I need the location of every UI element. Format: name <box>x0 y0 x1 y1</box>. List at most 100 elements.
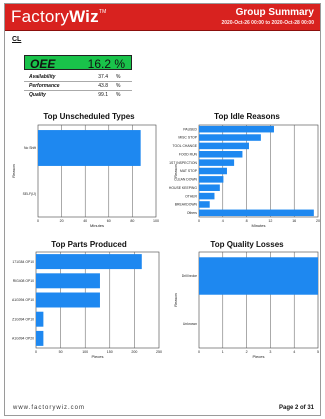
category-label: OTHER <box>185 194 197 198</box>
x-tick-label: 8 <box>246 219 248 223</box>
metric-value: 99.1 <box>98 92 108 98</box>
bar <box>38 130 141 166</box>
x-axis-label: Pieces <box>91 354 103 359</box>
oee-summary: OEE 16.2 % <box>24 55 132 71</box>
chart-unscheduled-types: 0 20 40 60 80 100 No Shift SELF(IJ) Minutes Reaso… <box>11 124 159 228</box>
metric-name: Availability <box>29 74 56 80</box>
bar <box>199 125 274 133</box>
bar <box>36 273 100 289</box>
x-tick-label: 100 <box>153 219 159 223</box>
bar <box>36 330 44 346</box>
x-tick-label: 0 <box>198 350 200 354</box>
bar <box>199 167 227 175</box>
category-label: Others <box>187 211 197 215</box>
x-tick-label: 0 <box>198 219 200 223</box>
report-title: Group Summary <box>235 7 314 18</box>
bar <box>199 201 210 208</box>
bar <box>199 159 235 166</box>
category-label: No Shift <box>24 146 36 150</box>
category-label: A1G094 OP20 <box>12 337 34 341</box>
x-tick-label: 50 <box>59 350 63 354</box>
category-label: Unknown <box>183 322 197 326</box>
category-label: MAT STOP <box>180 169 198 173</box>
category-label: 1ST INSPECTION <box>169 161 197 165</box>
chart-idle-reasons: 0 4 8 12 16 20 PAUSED MISC STOP TOOL CHANGE FOOD … <box>169 124 320 228</box>
x-axis-label: Pieces <box>252 354 264 359</box>
metric-value: 43.8 <box>98 83 108 89</box>
category-label: FOOD RUN <box>179 152 198 156</box>
date-range: 2020-Oct-26 00:00 to 2020-Oct-28 00:00 <box>221 20 314 26</box>
chart-title-unscheduled: Top Unscheduled Types <box>43 112 135 121</box>
x-tick-label: 60 <box>107 219 111 223</box>
x-tick-label: 20 <box>60 219 64 223</box>
bar <box>199 209 314 217</box>
x-tick-label: 0 <box>37 219 39 223</box>
oee-value: 16.2 % <box>87 57 125 71</box>
bar <box>199 151 243 158</box>
x-tick-label: 200 <box>131 350 137 354</box>
bar <box>199 134 261 141</box>
y-axis-label: Reason <box>11 164 16 178</box>
category-label: BREAKDOWN <box>175 203 198 207</box>
page-number: Page 2 of 31 <box>278 405 314 411</box>
category-label: SELF(IJ) <box>23 192 36 196</box>
bar <box>199 142 249 150</box>
chart-parts-produced: 0 50 100 150 200 250 171G84 OP10 RIG408 OP10 A1G… <box>12 251 162 359</box>
metric-row: Performance 43.8 % <box>24 82 132 91</box>
metric-name: Performance <box>29 83 60 89</box>
chart-title-idle: Top Idle Reasons <box>214 112 280 121</box>
category-label: MISC STOP <box>178 136 197 140</box>
category-label: Z1G094 OP10 <box>12 317 34 321</box>
x-tick-label: 250 <box>156 350 162 354</box>
x-tick-label: 4 <box>222 219 224 223</box>
oee-label: OEE <box>30 57 56 71</box>
category-label: Drill broke <box>182 274 197 278</box>
x-tick-label: 0 <box>35 350 37 354</box>
oee-metrics-table: Availability 37.4 % Performance 43.8 % Q… <box>24 73 132 100</box>
factorywiz-logo: FactoryWizTM <box>11 7 107 26</box>
bar <box>199 176 224 183</box>
category-label: 171G84 OP10 <box>12 260 34 264</box>
bar <box>199 184 220 191</box>
bar <box>36 292 100 308</box>
metric-unit: % <box>116 83 121 89</box>
group-label[interactable]: CL <box>12 36 22 43</box>
y-axis-label: Reason <box>173 164 178 178</box>
x-tick-label: 5 <box>317 350 319 354</box>
x-tick-label: 12 <box>268 219 272 223</box>
category-label: RIG408 OP10 <box>13 279 34 283</box>
metric-value: 37.4 <box>98 74 108 80</box>
metric-row: Quality 99.1 % <box>24 91 132 100</box>
x-tick-label: 4 <box>293 350 295 354</box>
metric-unit: % <box>116 74 121 80</box>
metric-name: Quality <box>29 92 46 98</box>
category-label: CLEAN DOWN <box>174 178 198 182</box>
chart-title-parts: Top Parts Produced <box>51 240 127 249</box>
category-label: A1G094 OP10 <box>12 298 34 302</box>
bar <box>36 254 142 270</box>
chart-quality-losses: 0 1 2 3 4 5 Drill broke Unknown Pieces Reason <box>173 251 319 359</box>
bar <box>36 311 44 327</box>
bar <box>199 257 318 295</box>
x-tick-label: 100 <box>82 350 88 354</box>
x-tick-label: 80 <box>130 219 134 223</box>
x-tick-label: 2 <box>246 350 248 354</box>
x-tick-label: 150 <box>107 350 113 354</box>
x-tick-label: 16 <box>292 219 296 223</box>
y-axis-label: Reason <box>173 293 178 307</box>
x-axis-label: Minutes <box>251 223 265 228</box>
x-tick-label: 20 <box>316 219 320 223</box>
category-label: PAUSED <box>183 127 197 131</box>
x-tick-label: 1 <box>222 350 224 354</box>
metric-unit: % <box>116 92 121 98</box>
footer-url[interactable]: www.factorywiz.com <box>13 405 86 411</box>
x-tick-label: 40 <box>83 219 87 223</box>
report-header: FactoryWizTM Group Summary 2020-Oct-26 0… <box>5 4 320 31</box>
report-page: FactoryWizTM Group Summary 2020-Oct-26 0… <box>4 3 321 416</box>
category-label: HOUSE KEEPING <box>169 186 197 190</box>
x-axis-label: Minutes <box>90 223 104 228</box>
chart-title-quality: Top Quality Losses <box>210 240 284 249</box>
metric-row: Availability 37.4 % <box>24 73 132 82</box>
category-label: TOOL CHANGE <box>173 144 198 148</box>
bar <box>199 192 215 200</box>
